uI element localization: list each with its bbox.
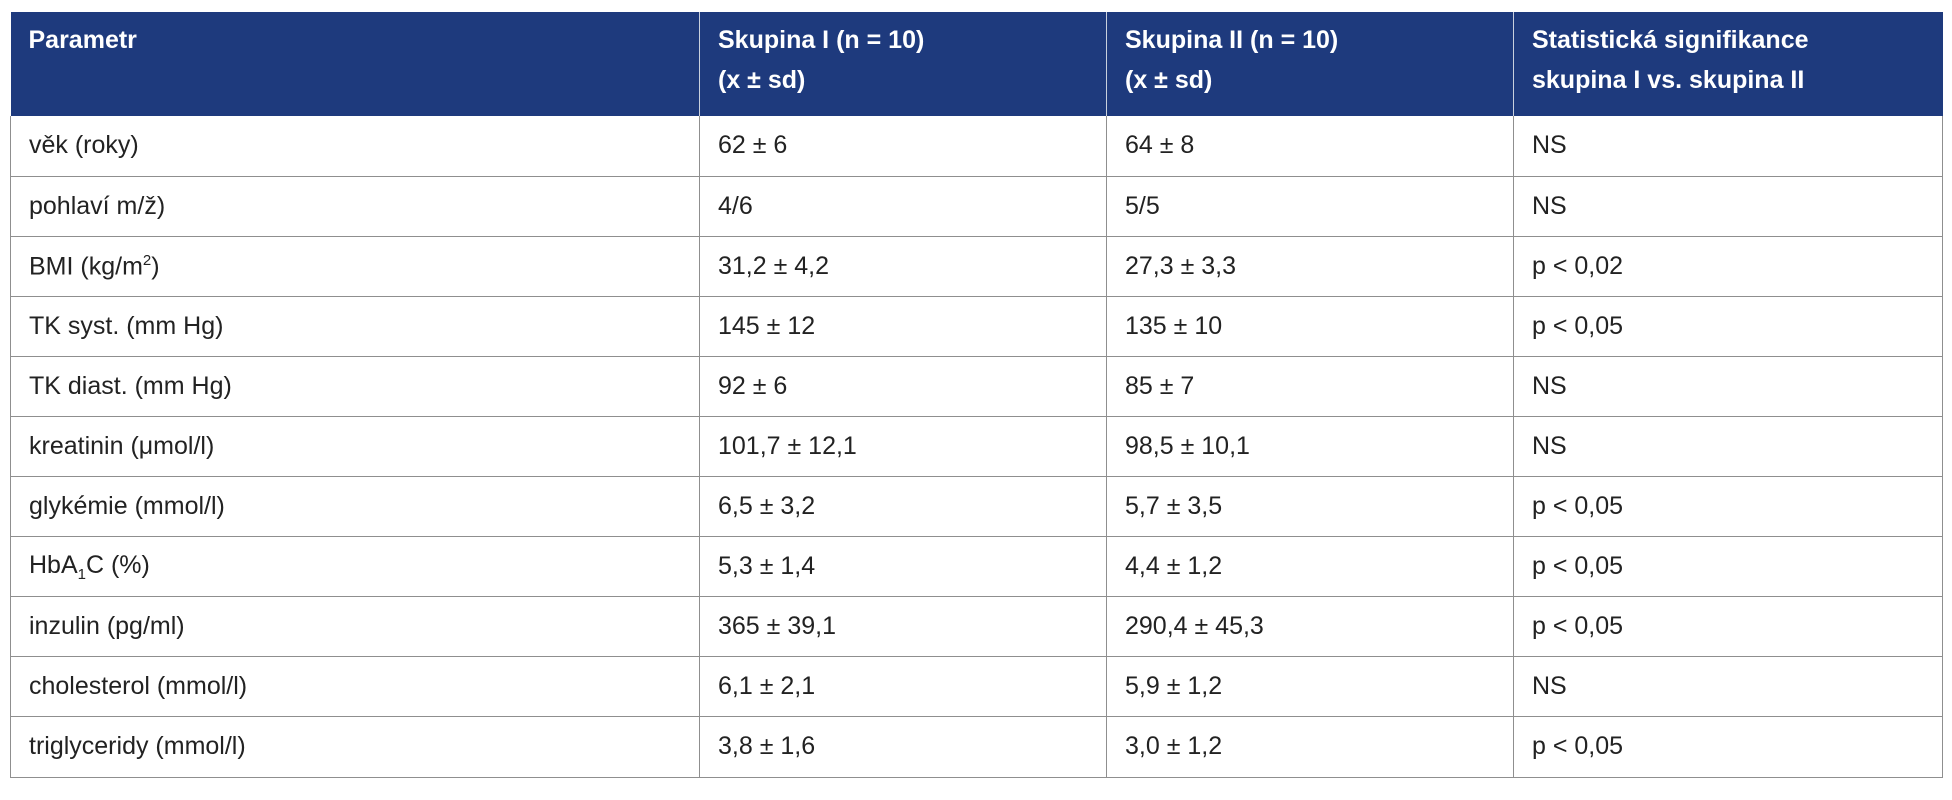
header-skupina-1: Skupina I (n = 10) (x ± sd) [699, 12, 1107, 116]
table-header: Parametr Skupina I (n = 10) (x ± sd) Sku… [10, 12, 1943, 116]
cell-parametr: cholesterol (mmol/l) [10, 656, 700, 718]
cell-parametr: triglyceridy (mmol/l) [10, 716, 700, 778]
table-row: cholesterol (mmol/l) 6,1 ± 2,1 5,9 ± 1,2… [10, 656, 1943, 718]
cell-signifikance: p < 0,05 [1513, 476, 1943, 538]
cell-parametr-suffix: ) [151, 251, 160, 280]
data-table-container: Parametr Skupina I (n = 10) (x ± sd) Sku… [10, 12, 1943, 778]
superscript-2: 2 [142, 251, 152, 269]
cell-parametr: glykémie (mmol/l) [10, 476, 700, 538]
cell-signifikance: NS [1513, 116, 1943, 177]
header-skupina-2: Skupina II (n = 10) (x ± sd) [1106, 12, 1514, 116]
cell-skupina-2: 64 ± 8 [1106, 116, 1514, 177]
table-row: BMI (kg/m2) 31,2 ± 4,2 27,3 ± 3,3 p < 0,… [10, 235, 1943, 297]
cell-parametr-suffix: C (%) [85, 550, 150, 579]
cell-parametr: TK diast. (mm Hg) [10, 355, 700, 417]
cell-parametr-text: HbA [29, 550, 78, 579]
table-row: triglyceridy (mmol/l) 3,8 ± 1,6 3,0 ± 1,… [10, 716, 1943, 778]
cell-parametr: inzulin (pg/ml) [10, 596, 700, 658]
cell-skupina-2: 98,5 ± 10,1 [1106, 415, 1514, 478]
cell-signifikance: p < 0,05 [1513, 596, 1943, 658]
table-body: věk (roky) 62 ± 6 64 ± 8 NS pohlaví m/ž)… [10, 116, 1943, 778]
table-row: pohlaví m/ž) 4/6 5/5 NS [10, 175, 1943, 237]
cell-skupina-2: 3,0 ± 1,2 [1106, 716, 1514, 778]
cell-signifikance: p < 0,02 [1513, 235, 1943, 297]
cell-skupina-1: 6,1 ± 2,1 [699, 656, 1107, 718]
cell-skupina-1: 3,8 ± 1,6 [699, 716, 1107, 778]
subscript-1: 1 [77, 565, 86, 583]
cell-skupina-2: 85 ± 7 [1106, 355, 1514, 417]
cell-skupina-2: 5,9 ± 1,2 [1106, 656, 1514, 718]
table-row: glykémie (mmol/l) 6,5 ± 3,2 5,7 ± 3,5 p … [10, 476, 1943, 538]
cell-parametr-text: BMI (kg/m [29, 251, 143, 280]
cell-skupina-1: 31,2 ± 4,2 [699, 235, 1107, 297]
cell-signifikance: p < 0,05 [1513, 536, 1943, 598]
header-signifikance-line1: Statistická signifikance [1532, 26, 1809, 54]
cell-signifikance: NS [1513, 656, 1943, 718]
table-row: TK diast. (mm Hg) 92 ± 6 85 ± 7 NS [10, 355, 1943, 417]
cell-skupina-1: 92 ± 6 [699, 355, 1107, 417]
cell-signifikance: p < 0,05 [1513, 295, 1943, 357]
results-table: Parametr Skupina I (n = 10) (x ± sd) Sku… [10, 12, 1943, 778]
cell-skupina-2: 5,7 ± 3,5 [1106, 476, 1514, 538]
header-parametr: Parametr [10, 12, 700, 116]
table-row: HbA1C (%) 5,3 ± 1,4 4,4 ± 1,2 p < 0,05 [10, 536, 1943, 598]
header-parametr-line1: Parametr [28, 26, 137, 54]
header-row: Parametr Skupina I (n = 10) (x ± sd) Sku… [10, 12, 1943, 116]
header-signifikance: Statistická signifikance skupina I vs. s… [1513, 12, 1943, 116]
cell-skupina-2: 135 ± 10 [1106, 295, 1514, 357]
cell-skupina-2: 27,3 ± 3,3 [1106, 235, 1514, 297]
header-skupina-1-line2: (x ± sd) [718, 66, 806, 94]
cell-skupina-1: 4/6 [699, 175, 1107, 237]
table-row: inzulin (pg/ml) 365 ± 39,1 290,4 ± 45,3 … [10, 596, 1943, 658]
table-row: TK syst. (mm Hg) 145 ± 12 135 ± 10 p < 0… [10, 295, 1943, 357]
header-skupina-1-line1: Skupina I (n = 10) [718, 26, 925, 54]
cell-skupina-1: 145 ± 12 [699, 295, 1107, 357]
cell-skupina-1: 6,5 ± 3,2 [699, 476, 1107, 538]
header-skupina-2-line1: Skupina II (n = 10) [1125, 26, 1339, 54]
cell-skupina-2: 4,4 ± 1,2 [1106, 536, 1514, 598]
cell-parametr: BMI (kg/m2) [10, 235, 700, 297]
header-signifikance-line2: skupina I vs. skupina II [1532, 66, 1805, 94]
cell-skupina-1: 5,3 ± 1,4 [699, 536, 1107, 598]
header-skupina-2-line2: (x ± sd) [1125, 66, 1213, 94]
cell-skupina-1: 365 ± 39,1 [699, 596, 1107, 658]
cell-parametr: věk (roky) [10, 116, 700, 177]
cell-signifikance: NS [1513, 355, 1943, 417]
cell-skupina-2: 5/5 [1106, 175, 1514, 237]
cell-signifikance: p < 0,05 [1513, 716, 1943, 778]
table-row: kreatinin (μmol/l) 101,7 ± 12,1 98,5 ± 1… [10, 415, 1943, 478]
cell-parametr: HbA1C (%) [10, 536, 700, 598]
cell-skupina-2: 290,4 ± 45,3 [1106, 596, 1514, 658]
cell-parametr: TK syst. (mm Hg) [10, 295, 700, 357]
cell-skupina-1: 101,7 ± 12,1 [699, 415, 1107, 478]
cell-parametr: kreatinin (μmol/l) [10, 415, 700, 478]
cell-signifikance: NS [1513, 175, 1943, 237]
cell-skupina-1: 62 ± 6 [699, 116, 1107, 177]
table-row: věk (roky) 62 ± 6 64 ± 8 NS [10, 116, 1943, 177]
cell-parametr: pohlaví m/ž) [10, 175, 700, 237]
cell-signifikance: NS [1513, 415, 1943, 478]
